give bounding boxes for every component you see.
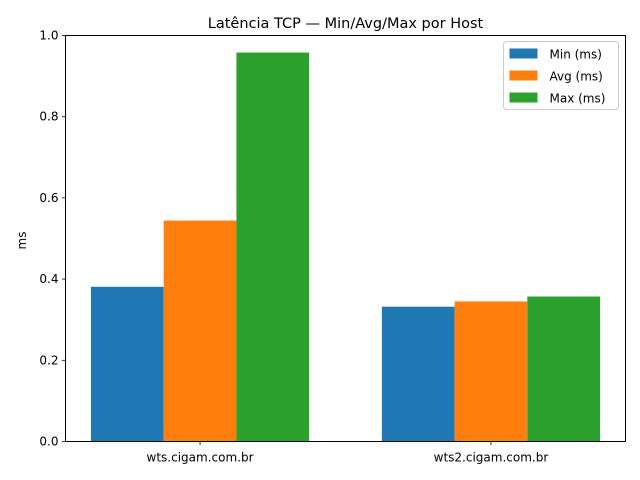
bar-3-2 bbox=[527, 296, 601, 442]
legend: Min (ms) Avg (ms) Max (ms) bbox=[503, 41, 619, 110]
bars-group bbox=[90, 52, 601, 442]
legend-label: Avg (ms) bbox=[550, 70, 603, 84]
y-tick-label: 0.2 bbox=[39, 353, 58, 367]
y-axis-label: ms bbox=[15, 232, 29, 250]
legend-label: Max (ms) bbox=[550, 92, 606, 106]
legend-swatch bbox=[509, 92, 538, 103]
x-axis: wts.cigam.com.br wts2.cigam.com.br bbox=[147, 441, 549, 465]
bar-2-1 bbox=[163, 220, 237, 442]
y-tick-label: 0.6 bbox=[39, 191, 58, 205]
chart-title: Latência TCP — Min/Avg/Max por Host bbox=[208, 16, 484, 32]
y-tick-label: 1.0 bbox=[39, 29, 58, 43]
legend-swatch bbox=[509, 70, 538, 81]
y-tick-label: 0.4 bbox=[39, 272, 58, 286]
x-tick-label: wts.cigam.com.br bbox=[147, 451, 254, 465]
bar-1-1 bbox=[90, 286, 164, 442]
y-axis: 0.0 0.2 0.4 0.6 0.8 1.0 bbox=[39, 29, 66, 449]
bar-1-2 bbox=[381, 306, 455, 442]
bar-3-1 bbox=[236, 52, 310, 442]
plot-frame bbox=[65, 35, 626, 442]
y-tick-label: 0.0 bbox=[39, 435, 58, 449]
bar-2-2 bbox=[454, 301, 528, 442]
x-tick-label: wts2.cigam.com.br bbox=[434, 451, 549, 465]
legend-label: Min (ms) bbox=[550, 48, 602, 62]
y-tick-label: 0.8 bbox=[39, 110, 58, 124]
legend-swatch bbox=[509, 48, 538, 59]
